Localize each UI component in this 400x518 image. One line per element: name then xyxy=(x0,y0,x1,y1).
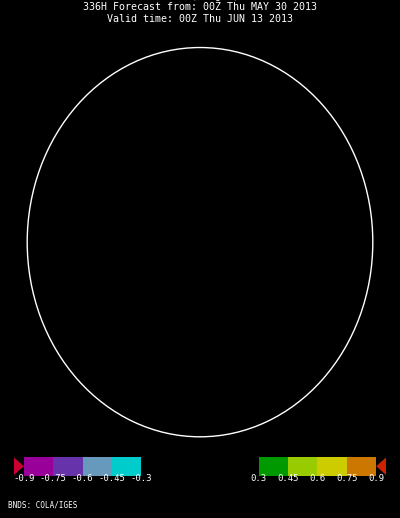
Text: -0.6: -0.6 xyxy=(72,474,93,483)
Text: BNDS: COLA/IGES: BNDS: COLA/IGES xyxy=(8,501,77,510)
Text: -0.3: -0.3 xyxy=(130,474,152,483)
Text: 0.45: 0.45 xyxy=(277,474,299,483)
Text: -0.75: -0.75 xyxy=(40,474,66,483)
Bar xyxy=(53,457,82,476)
Bar xyxy=(141,457,259,476)
Bar xyxy=(318,457,347,476)
Text: -0.9: -0.9 xyxy=(13,474,34,483)
Text: -0.45: -0.45 xyxy=(98,474,125,483)
Text: 0.3: 0.3 xyxy=(251,474,267,483)
Text: 0.6: 0.6 xyxy=(310,474,326,483)
Bar xyxy=(82,457,112,476)
Bar xyxy=(259,457,288,476)
Text: 0.75: 0.75 xyxy=(336,474,358,483)
Text: 0.9: 0.9 xyxy=(368,474,384,483)
Bar xyxy=(24,457,53,476)
Polygon shape xyxy=(13,457,24,476)
Title: PSD ENS ANOM PROB (1sigma) - 850mb TEMP
336H Forecast from: 00Z Thu MAY 30 2013
: PSD ENS ANOM PROB (1sigma) - 850mb TEMP … xyxy=(83,0,317,24)
Bar xyxy=(288,457,318,476)
Bar xyxy=(347,457,376,476)
Polygon shape xyxy=(376,457,387,476)
Bar xyxy=(112,457,141,476)
